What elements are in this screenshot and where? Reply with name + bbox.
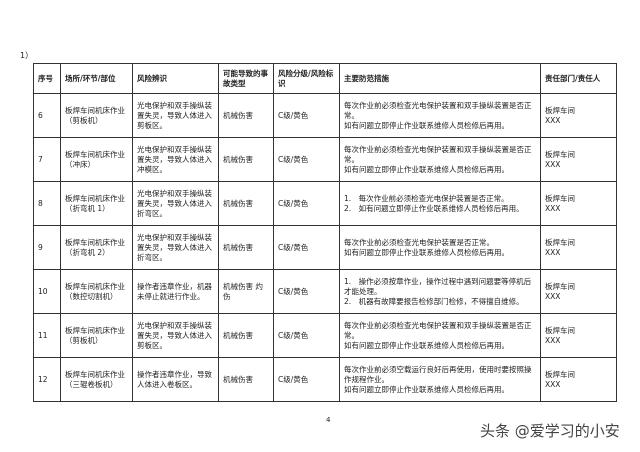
cell-place: 板焊车间机床作业（冲床）	[60, 137, 133, 182]
cell-measures: 每次作业前必须空载运行良好后再使用，使用时要按照操作规程作业。 如有问题立即停止作…	[339, 357, 541, 402]
cell-level: C级/黄色	[273, 269, 340, 314]
cell-measures: 每次作业前必须检查光电保护装置和双手操纵装置是否正常。 如有问题立即停止作业联系维…	[339, 313, 541, 358]
column-header: 场所/环节/部位	[60, 63, 133, 94]
cell-accident: 机械伤害	[218, 225, 274, 270]
column-header: 可能导致的事故类型	[218, 63, 274, 94]
cell-accident: 机械伤害	[218, 313, 274, 358]
table-row: 9 板焊车间机床作业（折弯机 2） 光电保护和双手操纵装置失灵，导致人体进入折弯区。…	[33, 225, 617, 270]
cell-accident: 机械伤害	[218, 181, 274, 226]
cell-no: 10	[33, 269, 61, 314]
table-row: 8 板焊车间机床作业（折弯机 1） 光电保护和双手操纵装置失灵，导致人体进入折弯区。…	[33, 181, 617, 226]
cell-level: C级/黄色	[273, 181, 340, 226]
watermark: 头条 @爱学习的小安	[480, 422, 620, 440]
cell-place: 板焊车间机床作业（折弯机 1）	[60, 181, 133, 226]
cell-place: 板焊车间机床作业（折弯机 2）	[60, 225, 133, 270]
measure-item: 每次作业前必须检查光电保护装置是否正常。	[344, 237, 494, 247]
cell-accident: 机械伤害	[218, 357, 274, 402]
cell-no: 8	[33, 181, 61, 226]
responsible-person: XXX	[545, 291, 561, 301]
cell-accident: 机械伤害	[218, 137, 274, 182]
responsible-person: XXX	[545, 203, 561, 213]
cell-responsible: 板焊车间 XXX	[540, 137, 617, 182]
measure-item: 如有问题立即停止作业联系维修人员检修后再用。	[344, 340, 509, 350]
responsible-person: XXX	[545, 335, 561, 345]
responsible-dept: 板焊车间	[545, 369, 575, 379]
cell-level: C级/黄色	[273, 313, 340, 358]
measure-item: 每次作业前必须检查光电保护装置和双手操纵装置是否正常。	[344, 144, 532, 164]
cell-level: C级/黄色	[273, 137, 340, 182]
table-header: 序号 场所/环节/部位 风险辨识 可能导致的事故类型 风险分级/风险标识 主要防范措施 责任…	[33, 63, 617, 94]
cell-measures: 1. 操作必须按章作业，操作过程中遇到问题要等停机后才能处理。 2. 机器有故障要…	[339, 269, 541, 314]
section-label: 1）	[20, 51, 34, 60]
column-header: 序号	[33, 63, 61, 94]
cell-no: 12	[33, 357, 61, 402]
cell-place: 板焊车间机床作业（三辊卷板机）	[60, 357, 133, 402]
table-row: 6 板焊车间机床作业（剪板机） 光电保护和双手操纵装置失灵，导致人体进入剪板区。 机械…	[33, 93, 617, 138]
cell-level: C级/黄色	[273, 357, 340, 402]
cell-responsible: 板焊车间 XXX	[540, 181, 617, 226]
responsible-dept: 板焊车间	[545, 149, 575, 159]
responsible-person: XXX	[545, 115, 561, 125]
responsible-dept: 板焊车间	[545, 325, 575, 335]
responsible-person: XXX	[545, 159, 561, 169]
cell-responsible: 板焊车间 XXX	[540, 93, 617, 138]
responsible-person: XXX	[545, 247, 561, 257]
responsible-dept: 板焊车间	[545, 105, 575, 115]
page-number: 4	[326, 416, 331, 424]
cell-measures: 每次作业前必须检查光电保护装置和双手操纵装置是否正常。 如有问题立即停止作业联系维…	[339, 137, 541, 182]
measure-item: 每次作业前必须检查光电保护装置和双手操纵装置是否正常。	[344, 100, 532, 120]
cell-risk: 光电保护和双手操纵装置失灵，导致人体进入折弯区。	[132, 225, 219, 270]
responsible-dept: 板焊车间	[545, 237, 575, 247]
cell-place: 板焊车间机床作业（剪板机）	[60, 93, 133, 138]
cell-accident: 机械伤害 灼伤	[218, 269, 274, 314]
cell-place: 板焊车间机床作业（剪板机）	[60, 313, 133, 358]
column-header: 主要防范措施	[339, 63, 541, 94]
cell-risk: 光电保护和双手操纵装置失灵，导致人体进入折弯区。	[132, 181, 219, 226]
cell-accident: 机械伤害	[218, 93, 274, 138]
measure-item: 2. 机器有故障要报告检修部门检修，不得擅自维修。	[344, 296, 524, 306]
cell-place: 板焊车间机床作业（数控切割机）	[60, 269, 133, 314]
cell-responsible: 板焊车间 XXX	[540, 313, 617, 358]
measure-item: 如有问题立即停止作业联系维修人员检修后再用。	[344, 247, 509, 257]
cell-risk: 光电保护和双手操纵装置失灵，导致人体进入剪板区。	[132, 313, 219, 358]
measure-item: 如有问题立即停止作业联系维修人员检修后再用。	[344, 164, 509, 174]
measure-item: 2. 如有问题立即停止作业联系维修人员检修后再用。	[344, 203, 524, 213]
cell-risk: 操作者违章作业，导致人体进入卷板区。	[132, 357, 219, 402]
cell-measures: 1. 每次作业前必须检查光电保护装置是否正常。 2. 如有问题立即停止作业联系维修…	[339, 181, 541, 226]
table-row: 11 板焊车间机床作业（剪板机） 光电保护和双手操纵装置失灵，导致人体进入剪板区。机…	[33, 313, 617, 358]
measure-item: 1. 每次作业前必须检查光电保护装置是否正常。	[344, 193, 509, 203]
column-header: 责任部门/责任人	[540, 63, 617, 94]
cell-level: C级/黄色	[273, 93, 340, 138]
cell-risk: 光电保护和双手操纵装置失灵，导致人体进入冲模区。	[132, 137, 219, 182]
cell-no: 7	[33, 137, 61, 182]
measure-item: 如有问题立即停止作业联系维修人员检修后再用。	[344, 384, 509, 394]
cell-no: 11	[33, 313, 61, 358]
risk-table: 序号 场所/环节/部位 风险辨识 可能导致的事故类型 风险分级/风险标识 主要防范措施 责任…	[33, 63, 617, 402]
cell-responsible: 板焊车间 XXX	[540, 269, 617, 314]
cell-measures: 每次作业前必须检查光电保护装置和双手操纵装置是否正常。 如有问题立即停止作业联系维…	[339, 93, 541, 138]
cell-responsible: 板焊车间 XXX	[540, 357, 617, 402]
measure-item: 每次作业前必须空载运行良好后再使用，使用时要按照操作规程作业。	[344, 364, 532, 384]
cell-risk: 光电保护和双手操纵装置失灵，导致人体进入剪板区。	[132, 93, 219, 138]
column-header: 风险辨识	[132, 63, 219, 94]
table-row: 7 板焊车间机床作业（冲床） 光电保护和双手操纵装置失灵，导致人体进入冲模区。 机械伤…	[33, 137, 617, 182]
table-row: 12 板焊车间机床作业（三辊卷板机） 操作者违章作业，导致人体进入卷板区。 机械伤害 C…	[33, 357, 617, 402]
responsible-dept: 板焊车间	[545, 281, 575, 291]
cell-no: 6	[33, 93, 61, 138]
cell-measures: 每次作业前必须检查光电保护装置是否正常。 如有问题立即停止作业联系维修人员检修后再…	[339, 225, 541, 270]
responsible-person: XXX	[545, 379, 561, 389]
cell-no: 9	[33, 225, 61, 270]
cell-responsible: 板焊车间 XXX	[540, 225, 617, 270]
responsible-dept: 板焊车间	[545, 193, 575, 203]
measure-item: 1. 操作必须按章作业，操作过程中遇到问题要等停机后才能处理。	[344, 276, 532, 296]
table-row: 10 板焊车间机床作业（数控切割机） 操作者违章作业，机器未停止就进行作业。 机械伤害…	[33, 269, 617, 314]
column-header: 风险分级/风险标识	[273, 63, 340, 94]
measure-item: 每次作业前必须检查光电保护装置和双手操纵装置是否正常。	[344, 320, 532, 340]
measure-item: 如有问题立即停止作业联系维修人员检修后再用。	[344, 120, 509, 130]
cell-level: C级/黄色	[273, 225, 340, 270]
cell-risk: 操作者违章作业，机器未停止就进行作业。	[132, 269, 219, 314]
